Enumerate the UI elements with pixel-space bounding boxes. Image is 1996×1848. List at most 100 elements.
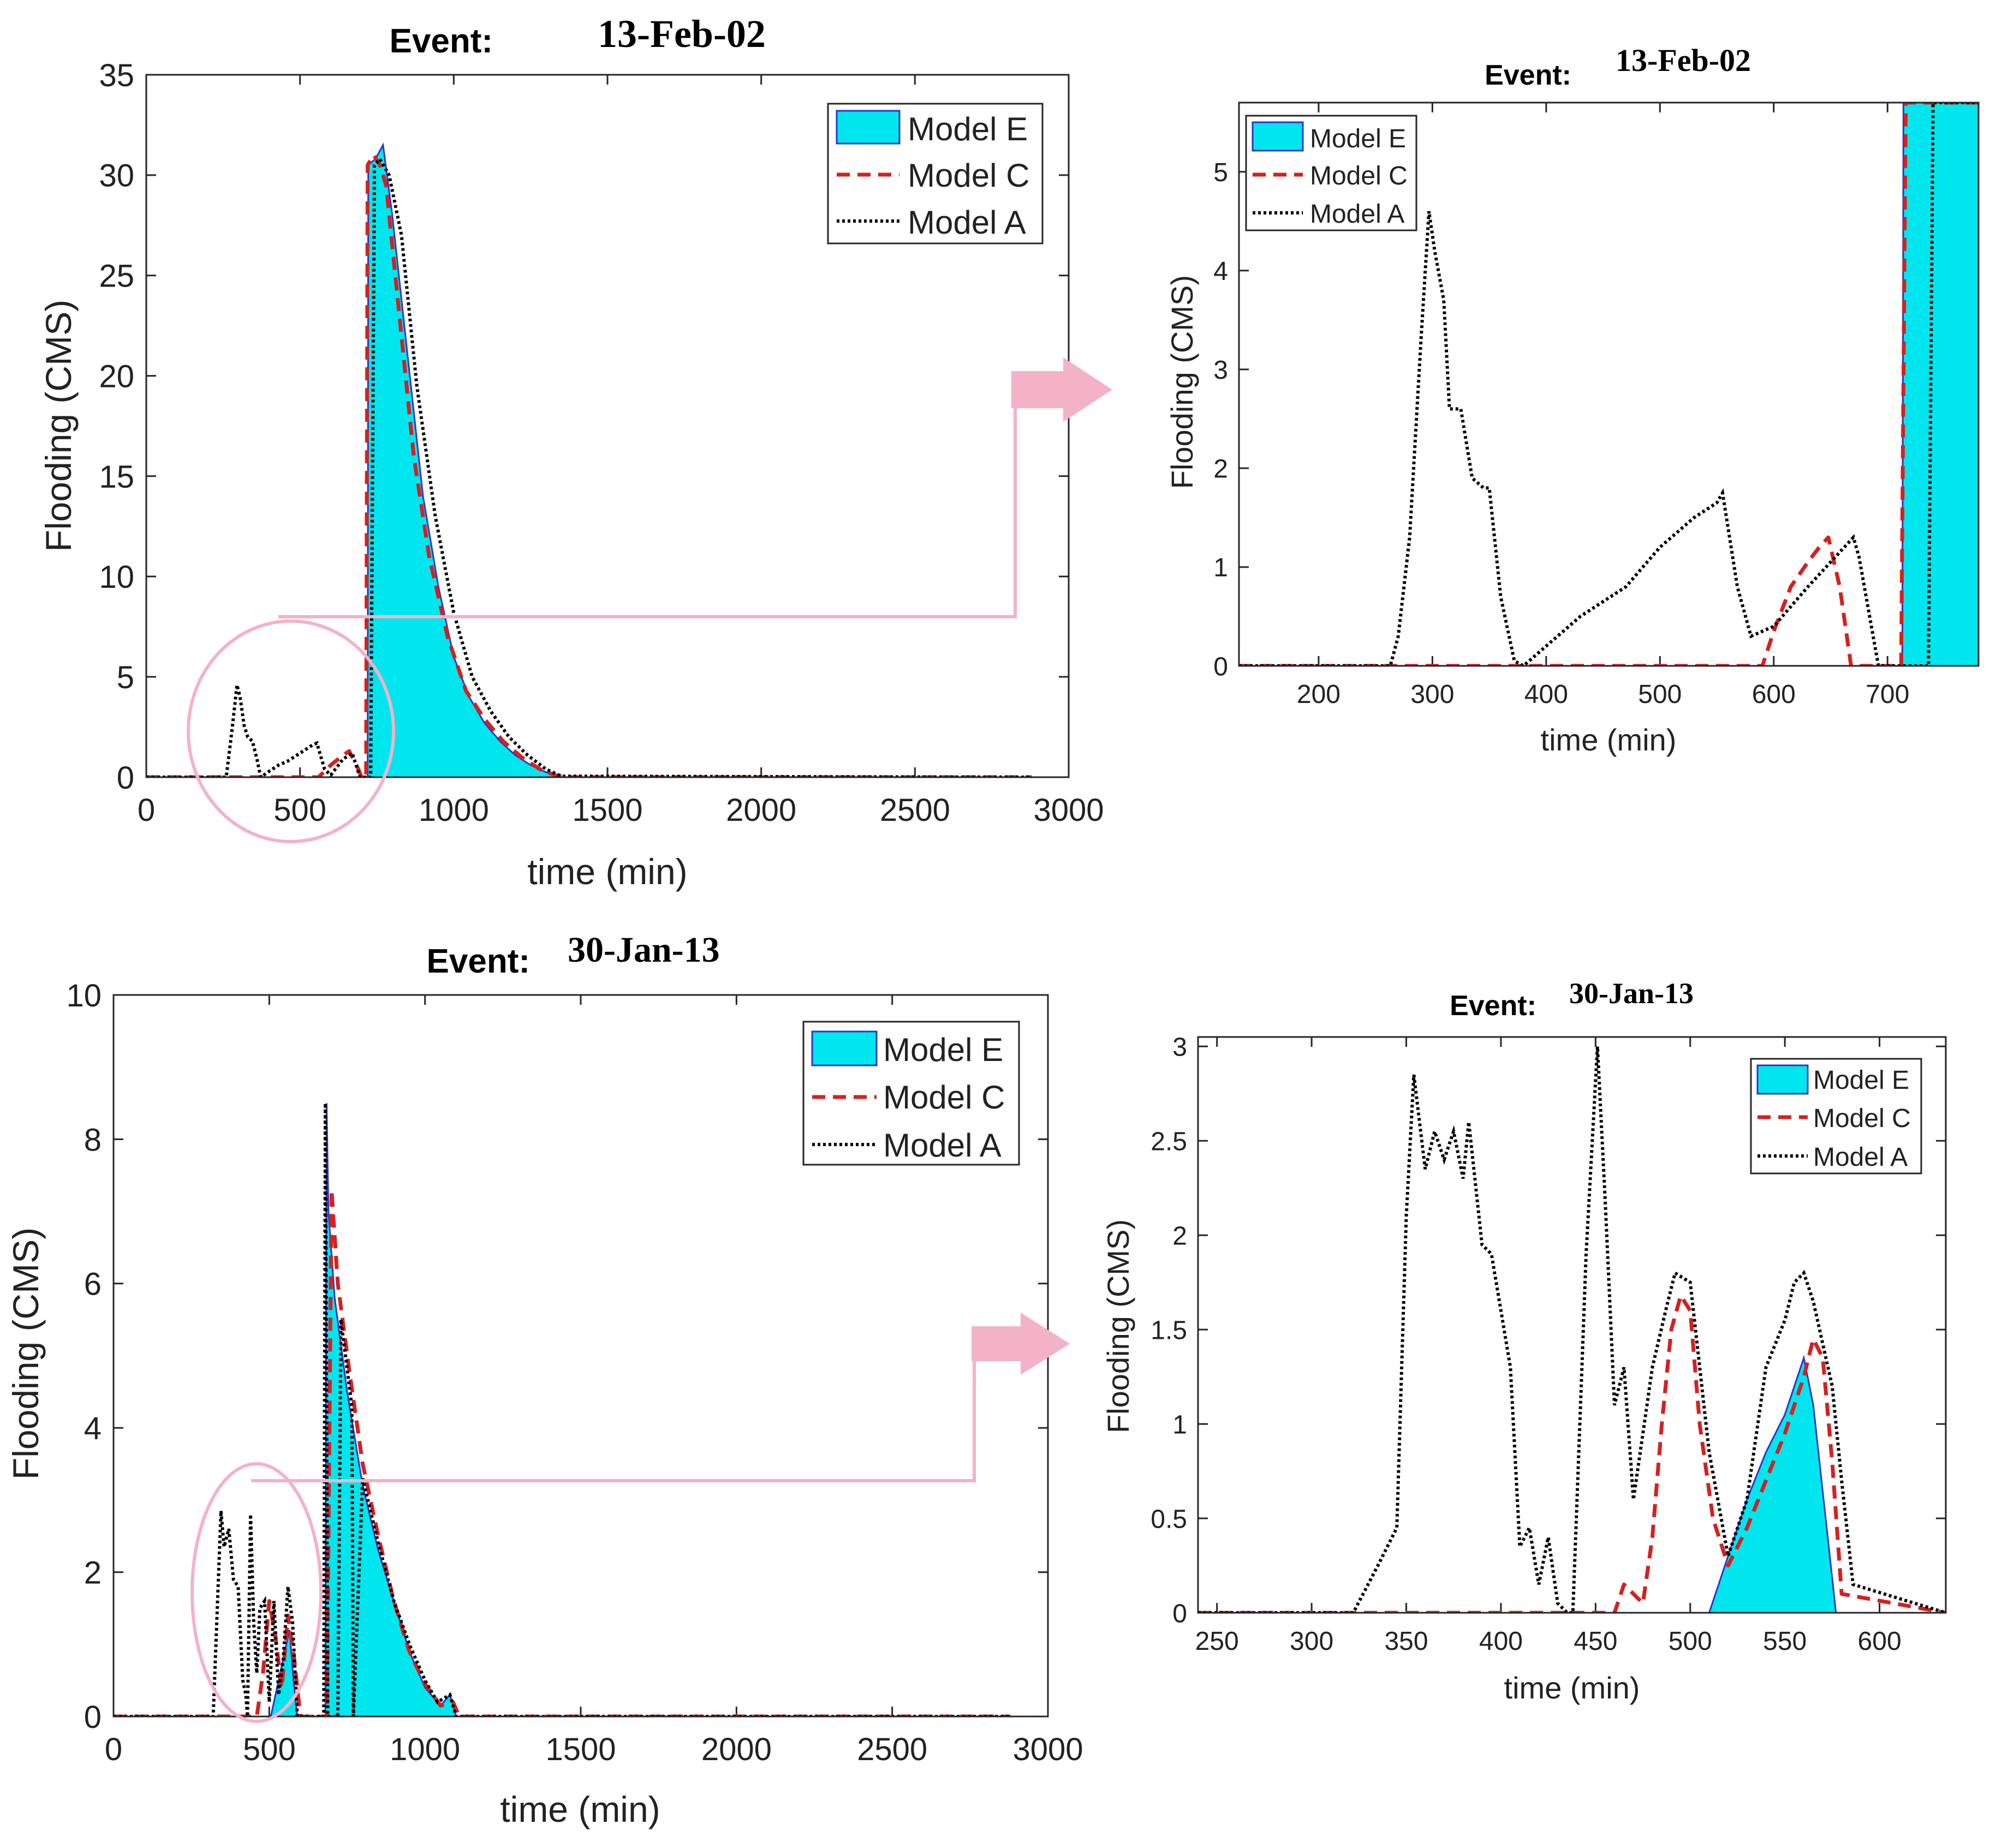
legend-swatch-model-e [811,1030,878,1066]
y-axis-label: Flooding (CMS) [1165,275,1199,489]
y-tick-label: 4 [1213,257,1228,286]
y-tick-label: 0 [1172,1599,1187,1628]
legend-label-model-e: Model E [1310,124,1406,153]
x-tick-label: 0 [105,1732,122,1767]
y-axis-label: Flooding (CMS) [5,1227,46,1480]
chart-panel-30-jan-13-zoom: Event: 30-Jan-13 250 300 350 400 450 500 550 60… [1101,977,1947,1705]
y-tick-label: 10 [99,559,134,595]
x-tick-label: 400 [1524,680,1568,709]
y-tick-label: 0 [84,1700,102,1735]
series-line-model-a [1239,103,1979,666]
y-tick-label: 8 [84,1122,102,1158]
series-line-model-c [1198,1293,1946,1613]
y-tick-label: 35 [99,58,134,93]
legend-label-model-a: Model A [1310,200,1404,229]
x-tick-label: 2000 [701,1732,772,1767]
chart-title-prefix: Event: [427,943,530,980]
legend-swatch-model-e [836,110,901,145]
tick-layer: 250 300 350 400 450 500 550 600 0 0.5 1 1.5 2 2.5 3 [1151,1033,1946,1656]
y-tick-label: 15 [99,459,134,494]
legend-label-model-a: Model A [1813,1143,1908,1172]
plot-area [114,1103,1011,1716]
tick-layer: 200 300 400 500 600 700 0 1 2 3 4 5 [1213,103,1979,709]
chart-title-date: 13-Feb-02 [1616,43,1751,78]
y-tick-label: 20 [99,359,134,394]
legend-label-model-a: Model A [883,1127,1002,1164]
x-tick-label: 200 [1297,680,1340,709]
y-axis-label: Flooding (CMS) [38,300,79,552]
legend-swatch-model-e [1252,121,1304,152]
chart-title-date: 30-Jan-13 [1569,977,1694,1010]
x-tick-label: 500 [273,792,326,828]
y-tick-label: 3 [1213,356,1228,385]
x-tick-label: 2500 [880,792,950,828]
legend-label-model-e: Model E [883,1032,1003,1068]
y-tick-label: 2 [84,1555,102,1590]
legend-swatch-model-e [1756,1064,1809,1095]
y-tick-label: 0 [1213,652,1228,681]
x-axis-label: time (min) [500,1789,660,1829]
zoom-arrow [1011,357,1112,422]
legend-label-model-c: Model C [1310,162,1408,190]
series-area-model-e [1198,1358,1946,1613]
series-line-model-a [146,156,1032,777]
legend-label-model-e: Model E [1813,1066,1909,1095]
legend: Model E Model C Model A [827,103,1044,245]
series-layer [1198,1046,1946,1613]
x-tick-label: 2500 [857,1732,927,1767]
series-line-model-c [146,153,1032,777]
y-tick-label: 4 [84,1411,102,1446]
y-tick-label: 1 [1172,1410,1187,1439]
x-tick-label: 500 [1638,680,1682,709]
x-tick-label: 600 [1858,1627,1902,1656]
y-tick-label: 1.5 [1151,1316,1187,1345]
y-tick-label: 3 [1172,1033,1187,1062]
y-tick-label: 5 [117,660,134,695]
chart-title-prefix: Event: [1450,990,1536,1022]
chart-title-prefix: Event: [390,22,493,60]
x-tick-label: 550 [1763,1627,1807,1656]
x-tick-label: 600 [1752,680,1796,709]
x-tick-label: 350 [1384,1627,1428,1656]
x-tick-label: 1000 [390,1732,460,1767]
plot-area [146,142,1032,777]
chart-title-date: 13-Feb-02 [598,12,766,56]
x-tick-label: 1500 [545,1732,616,1767]
zoom-region-ellipse [190,1462,323,1723]
legend-label-model-c: Model C [908,157,1029,194]
chart-panel-13-feb-02-full: Event: 13-Feb-02 0 500 1000 1500 2000 2500 300… [38,12,1104,892]
legend-label-model-c: Model C [883,1079,1005,1116]
legend-label-model-a: Model A [908,204,1026,241]
y-tick-label: 5 [1213,158,1228,187]
x-tick-label: 300 [1410,680,1454,709]
legend: Model E Model C Model A [1750,1058,1922,1175]
y-tick-label: 2 [1172,1221,1187,1250]
x-tick-label: 2000 [726,792,796,828]
x-tick-label: 500 [243,1732,296,1767]
legend-label-model-e: Model E [908,111,1028,147]
series-layer [146,142,1032,777]
x-tick-label: 700 [1866,680,1909,709]
zoom-connector-line [278,390,1017,618]
plot-area [1198,1046,1946,1613]
x-tick-label: 500 [1669,1627,1712,1656]
legend: Model E Model C Model A [1245,115,1417,231]
x-axis-label: time (min) [1504,1671,1640,1705]
series-area-model-e [114,1103,1011,1716]
x-tick-label: 400 [1479,1627,1523,1656]
series-line-model-c [1239,103,1979,666]
x-tick-label: 450 [1574,1627,1617,1656]
chart-title-date: 30-Jan-13 [568,930,720,970]
series-line-model-e [114,1103,1011,1716]
axes-frame [1238,102,1980,667]
chart-title-prefix: Event: [1485,59,1571,91]
zoom-region-ellipse [187,619,395,843]
series-line-model-a [114,1103,1011,1716]
plot-area [1239,103,1979,666]
axes-frame [145,74,1070,778]
axes-frame [1197,1036,1947,1614]
x-tick-label: 250 [1195,1627,1239,1656]
y-tick-label: 0.5 [1151,1505,1187,1534]
zoom-connector-line [251,1344,976,1482]
y-tick-label: 2 [1213,455,1228,484]
